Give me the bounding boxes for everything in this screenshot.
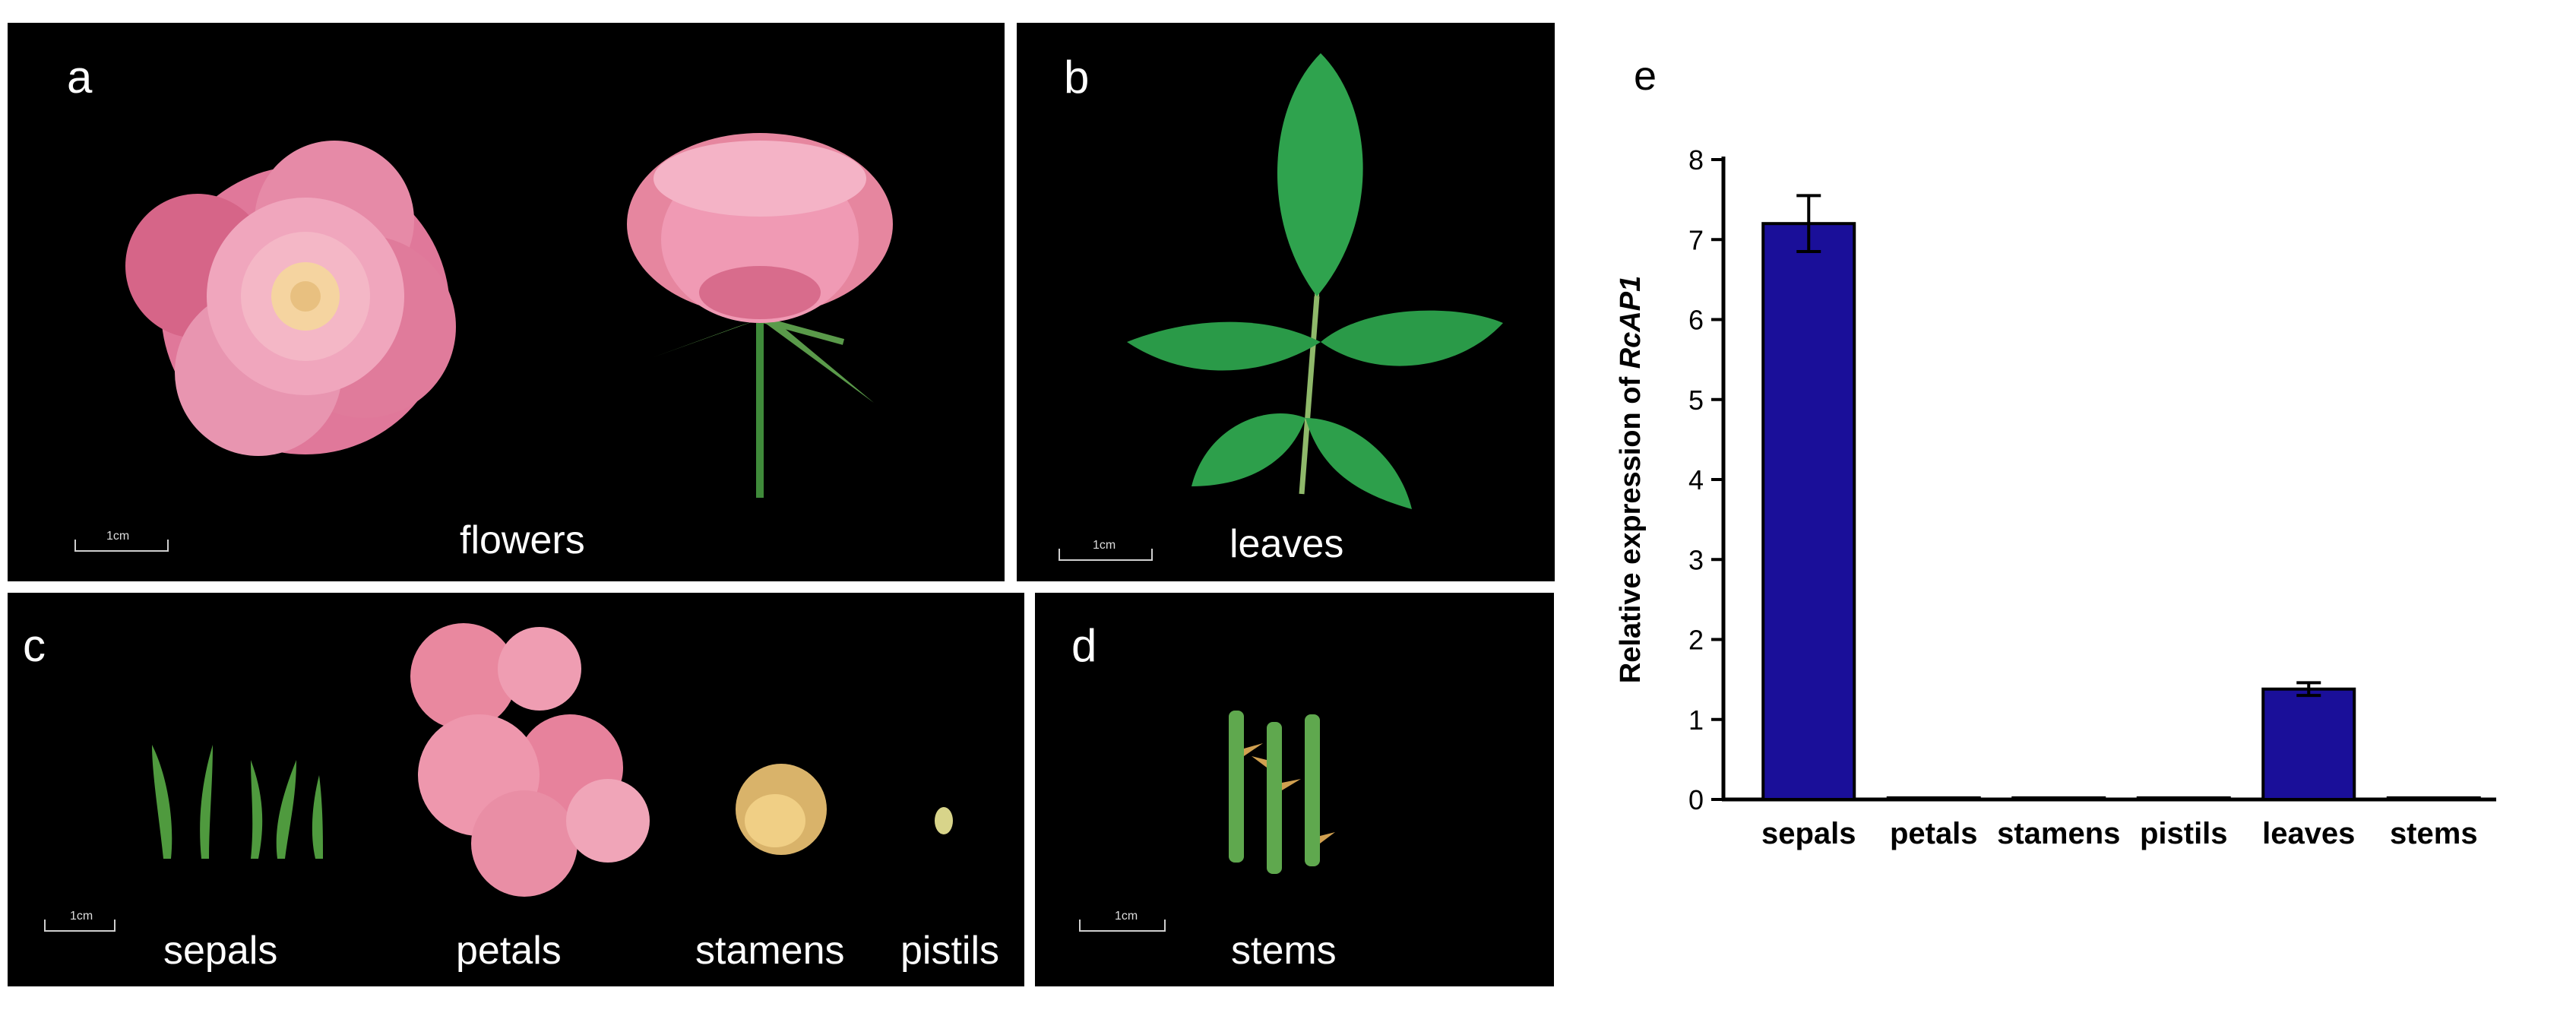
y-tick-label: 2 [1688, 625, 1704, 656]
rose-flower-photos [125, 133, 893, 498]
pistils-photo [935, 807, 953, 834]
y-tick-label: 7 [1688, 224, 1704, 255]
scale-label: 1cm [1093, 539, 1116, 552]
scale-bar [74, 540, 169, 552]
panel-letter: c [23, 620, 46, 671]
bar-sepals [1761, 222, 1856, 801]
y-tick-label: 1 [1688, 704, 1704, 736]
scale-label: 1cm [70, 910, 93, 923]
caption-pistils: pistils [900, 929, 1000, 973]
stems-photo [1229, 711, 1335, 874]
x-tick-label: stems [2390, 817, 2478, 850]
panel-letter: b [1064, 52, 1090, 103]
panel-letter: d [1071, 620, 1097, 671]
bar-petals [1886, 796, 1981, 802]
scale-label: 1cm [106, 530, 130, 543]
panel-c-floral-organs: c 1cm sepals petals stamens pistils [8, 593, 1024, 986]
y-tick-label: 5 [1688, 385, 1704, 416]
y-tick-label: 0 [1688, 784, 1704, 815]
rose-top-view [125, 141, 456, 456]
bar-stamens [2011, 796, 2106, 802]
x-tick-label: leaves [2262, 817, 2355, 850]
y-tick-label: 3 [1688, 544, 1704, 575]
caption-petals: petals [456, 929, 562, 973]
panel-caption: leaves [1229, 522, 1344, 566]
panel-d-stems: d 1cm stems [1035, 593, 1554, 986]
scale-label: 1cm [1115, 910, 1138, 923]
panel-a-flowers: a 1cm flowers [8, 23, 1005, 581]
y-tick-label: 8 [1688, 144, 1704, 176]
y-tick-label: 4 [1688, 464, 1704, 495]
panel-b-leaves: b 1cm leaves [1017, 23, 1555, 581]
expression-bar-chart: e 0 1 2 3 4 5 6 7 8 Relative expression of RcAP1 se… [1615, 53, 2496, 850]
x-tick-label: pistils [2140, 817, 2228, 850]
bar-stems [2386, 796, 2481, 802]
bar-pistils [2136, 796, 2231, 802]
rose-leaf-photo [1127, 53, 1503, 509]
caption-sepals: sepals [163, 929, 278, 973]
scale-bar [44, 920, 116, 932]
panel-letter: e [1634, 53, 1657, 99]
scale-bar [1079, 920, 1166, 932]
bar-leaves [2261, 687, 2356, 801]
y-tick-label: 6 [1688, 305, 1704, 336]
rose-side-view [627, 133, 893, 498]
petals-photo [410, 623, 650, 897]
floral-organ-photos [152, 623, 953, 897]
scale-bar [1059, 549, 1153, 561]
y-axis-title: Relative expression of RcAP1 [1615, 276, 1647, 683]
caption-stamens: stamens [695, 929, 845, 973]
panel-letter: a [67, 52, 93, 103]
stamens-photo [736, 764, 827, 855]
x-tick-label: petals [1890, 817, 1978, 850]
x-tick-label: sepals [1761, 817, 1856, 850]
sepals-photo [152, 745, 323, 859]
panel-e-chart: e 0 1 2 3 4 5 6 7 8 Relative expression of RcAP1 se… [1573, 0, 2576, 1009]
panel-caption: flowers [460, 518, 585, 562]
x-tick-label: stamens [1997, 817, 2120, 850]
panel-caption: stems [1231, 929, 1337, 973]
